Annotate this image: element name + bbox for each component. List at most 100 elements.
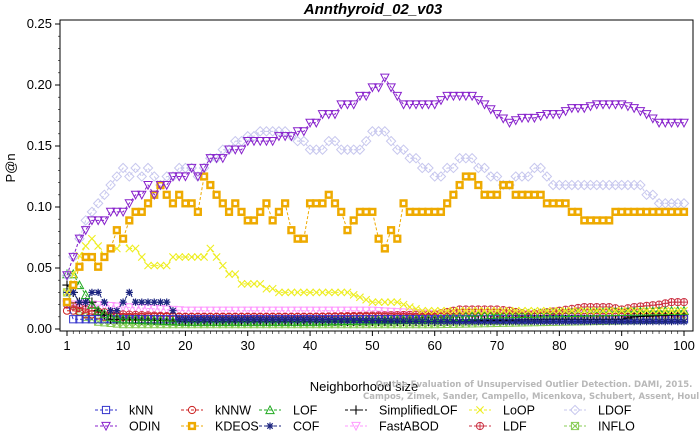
point-loop xyxy=(150,261,159,270)
point-odin xyxy=(392,91,403,102)
point-cof xyxy=(593,318,601,326)
point-lof xyxy=(616,306,627,317)
legend-label-ldof: LDOF xyxy=(598,404,632,418)
point-knnw xyxy=(62,306,72,315)
point-loop xyxy=(387,298,396,307)
point-cof xyxy=(75,298,84,306)
point-cof xyxy=(256,315,264,323)
point-knnw xyxy=(81,310,90,319)
point-fastabod xyxy=(342,306,353,316)
point-ldof xyxy=(479,162,490,174)
point-odin xyxy=(155,180,166,191)
legend-marker-ldf xyxy=(475,421,485,431)
point-odin xyxy=(62,271,72,281)
point-odin xyxy=(448,91,459,102)
x-tick-label: 70 xyxy=(490,338,504,353)
point-fastabod xyxy=(192,306,203,316)
point-loop xyxy=(225,270,234,279)
point-fastabod xyxy=(323,306,334,316)
point-fastabod xyxy=(305,306,315,316)
series-loop xyxy=(63,234,688,315)
point-loop xyxy=(212,253,221,262)
point-odin xyxy=(149,190,160,200)
legend-marker-lof xyxy=(265,404,275,415)
point-loop xyxy=(630,306,639,315)
point-cof xyxy=(667,318,676,326)
point-knn xyxy=(75,315,84,324)
x-tick-label: 90 xyxy=(614,338,628,353)
point-lof xyxy=(149,315,160,325)
point-cof xyxy=(674,318,682,326)
point-fastabod xyxy=(348,306,359,316)
point-odin xyxy=(186,163,197,174)
point-odin xyxy=(224,145,234,155)
point-ldof xyxy=(105,179,116,191)
point-cof xyxy=(169,307,177,315)
series-line-loop xyxy=(66,237,684,312)
point-loop xyxy=(299,288,308,297)
point-ldof xyxy=(635,179,646,191)
point-ldof xyxy=(298,135,310,147)
point-fastabod xyxy=(261,306,272,316)
point-loop xyxy=(393,298,402,307)
series-line-ldof xyxy=(66,130,684,276)
point-lof xyxy=(74,279,85,290)
legend-item-ldof: LDOF xyxy=(564,404,632,418)
watermark-line-2: Campos, Zimek, Sander, Campello, Micenko… xyxy=(363,392,699,402)
point-fastabod xyxy=(330,306,340,316)
point-ldof xyxy=(360,135,372,147)
point-kdeos xyxy=(187,199,196,208)
point-cof xyxy=(505,318,514,326)
point-loop xyxy=(287,288,296,297)
point-cof xyxy=(524,318,532,326)
point-cof xyxy=(163,298,171,306)
point-odin xyxy=(205,154,216,164)
axes: 1 10 20 30 40 50 60 70 80 90 100 0.00 0.05 0.10 0.15 0.… xyxy=(27,16,695,353)
point-lof xyxy=(635,306,646,316)
point-ldof xyxy=(148,171,160,182)
point-odin xyxy=(86,216,97,226)
point-knnw xyxy=(69,306,78,315)
point-odin xyxy=(342,100,353,110)
point-odin xyxy=(130,190,141,200)
point-loop xyxy=(673,306,682,315)
legend-label-inflo: INFLO xyxy=(598,420,635,434)
point-odin xyxy=(417,100,428,110)
point-lof xyxy=(610,306,621,317)
point-loop xyxy=(362,295,371,304)
point-loop xyxy=(592,306,601,315)
point-loop xyxy=(623,306,632,315)
point-kdeos xyxy=(399,199,408,208)
point-odin xyxy=(610,100,621,110)
point-loop xyxy=(680,306,688,315)
legend-item-kdeos: KDEOS xyxy=(181,420,259,434)
point-ldof xyxy=(329,135,341,147)
watermark-line-1: On the Evaluation of Unsupervised Outlie… xyxy=(376,380,693,390)
point-odin xyxy=(367,83,378,93)
point-loop xyxy=(94,242,103,251)
x-tick-label: 80 xyxy=(552,338,566,353)
y-tick-label: 0.05 xyxy=(27,260,52,275)
legend-label-ldf: LDF xyxy=(503,420,527,434)
legend: kNN kNNW LOF SimplifiedLOF LoOP LDOF ODIN KDEOS… xyxy=(95,404,635,434)
point-kdeos xyxy=(436,207,446,216)
point-cof xyxy=(375,316,383,325)
point-odin xyxy=(523,113,534,124)
point-fastabod xyxy=(273,306,284,316)
point-kdeos xyxy=(455,180,464,190)
point-odin xyxy=(192,172,203,182)
point-ldof xyxy=(398,144,409,155)
point-cof xyxy=(188,315,196,323)
point-cof xyxy=(113,307,121,315)
point-odin xyxy=(174,172,185,182)
point-cof xyxy=(107,307,115,315)
point-cof xyxy=(624,318,632,326)
point-loop xyxy=(449,306,458,315)
point-odin xyxy=(398,100,409,110)
point-ldof xyxy=(117,162,129,174)
point-kdeos xyxy=(474,180,483,190)
point-lof xyxy=(168,316,178,326)
point-fastabod xyxy=(311,306,322,316)
point-loop xyxy=(580,306,589,315)
